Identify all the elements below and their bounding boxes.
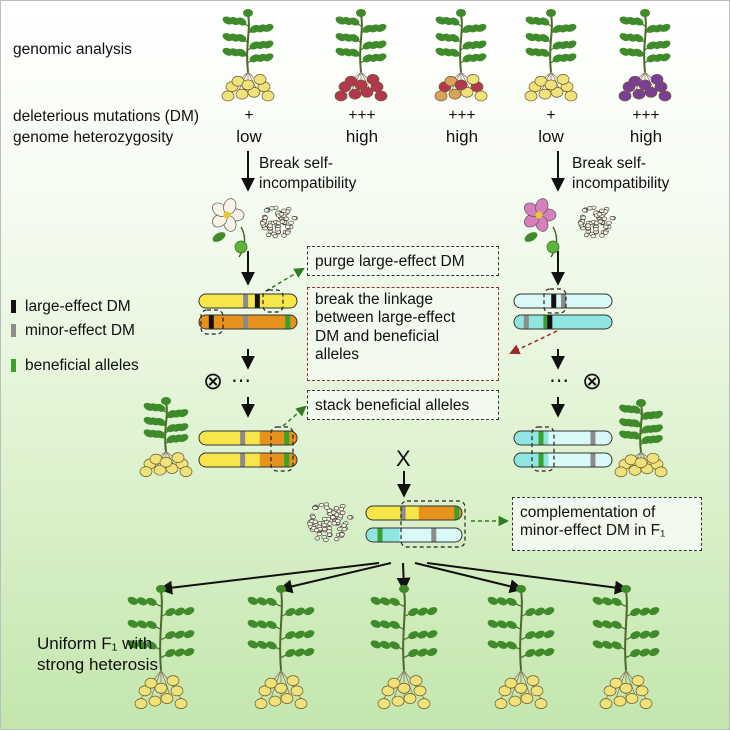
- break-si-right-line2: incompatibility: [572, 175, 670, 192]
- arrow-f1-3: [396, 562, 411, 592]
- chromo-left-bottom: [198, 314, 298, 330]
- f1-plant-5: [592, 585, 660, 709]
- seeds-f1: [307, 502, 354, 542]
- dm-row-label: deleterious mutations (DM): [13, 108, 200, 125]
- complementation-step-box: complementation of minor-effect DM in F₁: [512, 497, 702, 551]
- parent-plant-3: [434, 9, 488, 102]
- parent-plant-2: [334, 9, 388, 102]
- seeds-left: [260, 205, 298, 239]
- parent-1-heterozygosity: low: [236, 127, 262, 146]
- parent-1-dm: +: [244, 107, 254, 124]
- seeds-right: [578, 205, 616, 239]
- chromo-right-top: [513, 293, 613, 309]
- ellipsis-left: ⋯: [231, 370, 251, 392]
- arrow-f1-5: [426, 562, 629, 595]
- break-si-right-line1: Break self-: [572, 155, 647, 172]
- flow-arrows: [158, 151, 629, 595]
- parent-plant-1: [221, 9, 275, 102]
- legend-label-beneficial: beneficial alleles: [25, 357, 139, 374]
- f1-plant-2: [247, 585, 315, 709]
- selfing-symbol-right: ⊗: [582, 368, 603, 395]
- break-linkage-step-box: break the linkage between large-effect D…: [307, 287, 499, 381]
- f1-plant-3: [370, 585, 438, 709]
- chromo-right-bottom: [513, 314, 613, 330]
- f1-plants: [127, 585, 660, 709]
- parent-plants: [221, 9, 672, 102]
- purge-step-box: purge large-effect DM: [307, 246, 499, 276]
- chromo-f1-bottom: [365, 527, 463, 543]
- complementation-line2: minor-effect DM in F₁: [520, 522, 666, 540]
- selfing-symbol-left: ⊗: [203, 368, 224, 395]
- chromo-right-stack-top: [513, 430, 613, 446]
- arrow-f1-2: [278, 562, 392, 594]
- parent-2-heterozygosity: high: [345, 127, 379, 146]
- flower-pink: [523, 198, 560, 258]
- parent-plant-5: [618, 9, 672, 102]
- parent-3-heterozygosity: high: [445, 127, 479, 146]
- parent-plant-4: [524, 9, 578, 102]
- chromo-left-stack-bottom: [198, 452, 298, 468]
- ellipsis-right: ⋯: [549, 370, 569, 392]
- break-linkage-line2: between large-effect: [315, 309, 456, 327]
- break-linkage-line4: alleles: [315, 345, 359, 363]
- complementation-line1: complementation of: [520, 504, 656, 521]
- arrow-stack: [282, 405, 307, 427]
- legend-swatch-beneficial: [11, 359, 16, 372]
- parent-2-dm: +++: [348, 107, 376, 124]
- cross-symbol: X: [396, 446, 411, 471]
- heterozygosity-row-label: genome heterozygosity: [13, 129, 174, 146]
- f1-label-line1: Uniform F₁ with: [37, 634, 153, 653]
- break-si-left-line1: Break self-: [259, 155, 334, 172]
- f1-plant-1: [127, 585, 195, 709]
- side-plant-right: [614, 399, 668, 478]
- arrow-break-linkage: [509, 330, 558, 355]
- chromo-right-stack-bottom: [513, 452, 613, 468]
- legend-swatch-minor-effect: [11, 324, 16, 337]
- genomic-analysis-label: genomic analysis: [13, 41, 132, 58]
- parent-3-dm: +++: [448, 107, 476, 124]
- parent-5-dm: +++: [632, 107, 660, 124]
- f1-label-line2: strong heterosis: [37, 655, 158, 674]
- legend-label-large-effect: large-effect DM: [25, 298, 131, 315]
- chromo-left-top: [198, 293, 298, 309]
- stack-step-box: stack beneficial alleles: [307, 390, 499, 420]
- chromosome-pairs: [198, 288, 613, 548]
- arrow-purge: [265, 267, 305, 292]
- parent-5-heterozygosity: high: [629, 127, 663, 146]
- chromo-f1-top: [365, 505, 463, 521]
- purge-step-text: purge large-effect DM: [315, 253, 465, 270]
- side-plant-left: [139, 397, 193, 477]
- break-linkage-line1: break the linkage: [315, 291, 434, 308]
- flowers-seeds: [139, 198, 668, 542]
- legend-label-minor-effect: minor-effect DM: [25, 322, 135, 339]
- chromo-left-stack-top: [198, 430, 298, 446]
- parent-4-heterozygosity: low: [538, 127, 564, 146]
- legend-swatch-large-effect: [11, 300, 16, 313]
- stack-step-text: stack beneficial alleles: [315, 397, 470, 414]
- arrow-f1-4: [414, 562, 524, 594]
- parent-4-dm: +: [546, 107, 556, 124]
- flower-white: [211, 198, 248, 258]
- arrow-f1-1: [158, 562, 380, 595]
- f1-plant-4: [487, 585, 555, 709]
- break-linkage-line3: DM and beneficial: [315, 327, 440, 345]
- break-si-left-line2: incompatibility: [259, 175, 357, 192]
